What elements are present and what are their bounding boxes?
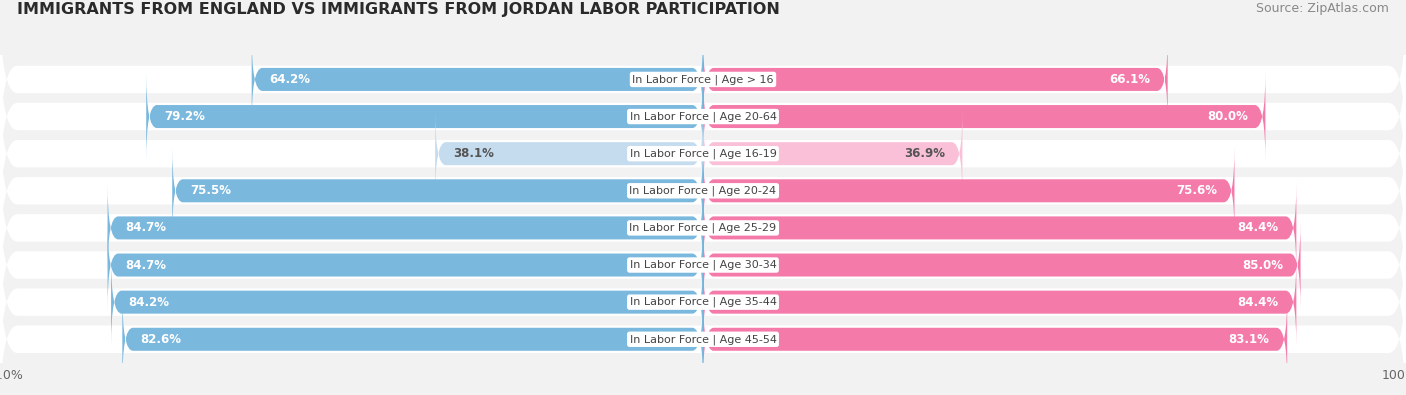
Text: 79.2%: 79.2% <box>163 110 205 123</box>
Text: 84.7%: 84.7% <box>125 222 166 234</box>
Text: 84.2%: 84.2% <box>129 295 170 308</box>
FancyBboxPatch shape <box>111 258 703 346</box>
FancyBboxPatch shape <box>0 38 1406 196</box>
FancyBboxPatch shape <box>703 72 1265 161</box>
Text: In Labor Force | Age 25-29: In Labor Force | Age 25-29 <box>630 223 776 233</box>
FancyBboxPatch shape <box>107 184 703 272</box>
FancyBboxPatch shape <box>703 109 962 198</box>
Text: 84.4%: 84.4% <box>1237 222 1279 234</box>
FancyBboxPatch shape <box>0 149 1406 307</box>
FancyBboxPatch shape <box>173 147 703 235</box>
FancyBboxPatch shape <box>252 35 703 124</box>
FancyBboxPatch shape <box>703 35 1167 124</box>
Text: 84.4%: 84.4% <box>1237 295 1279 308</box>
FancyBboxPatch shape <box>122 295 703 384</box>
Text: 84.7%: 84.7% <box>125 259 166 271</box>
Text: 75.6%: 75.6% <box>1175 184 1218 197</box>
Text: 82.6%: 82.6% <box>141 333 181 346</box>
Text: IMMIGRANTS FROM ENGLAND VS IMMIGRANTS FROM JORDAN LABOR PARTICIPATION: IMMIGRANTS FROM ENGLAND VS IMMIGRANTS FR… <box>17 2 780 17</box>
FancyBboxPatch shape <box>0 223 1406 381</box>
Text: 83.1%: 83.1% <box>1229 333 1270 346</box>
FancyBboxPatch shape <box>703 258 1296 346</box>
Text: In Labor Force | Age 45-54: In Labor Force | Age 45-54 <box>630 334 776 344</box>
Text: In Labor Force | Age 16-19: In Labor Force | Age 16-19 <box>630 149 776 159</box>
Text: In Labor Force | Age 30-34: In Labor Force | Age 30-34 <box>630 260 776 270</box>
FancyBboxPatch shape <box>703 221 1301 309</box>
Text: 80.0%: 80.0% <box>1206 110 1249 123</box>
Text: In Labor Force | Age > 16: In Labor Force | Age > 16 <box>633 74 773 85</box>
Text: In Labor Force | Age 20-64: In Labor Force | Age 20-64 <box>630 111 776 122</box>
Text: 75.5%: 75.5% <box>190 184 231 197</box>
FancyBboxPatch shape <box>703 184 1296 272</box>
FancyBboxPatch shape <box>703 147 1234 235</box>
Text: 38.1%: 38.1% <box>453 147 494 160</box>
FancyBboxPatch shape <box>0 112 1406 270</box>
FancyBboxPatch shape <box>0 75 1406 233</box>
Text: 66.1%: 66.1% <box>1109 73 1150 86</box>
FancyBboxPatch shape <box>0 260 1406 395</box>
Text: 36.9%: 36.9% <box>904 147 945 160</box>
FancyBboxPatch shape <box>703 295 1288 384</box>
FancyBboxPatch shape <box>0 186 1406 344</box>
FancyBboxPatch shape <box>436 109 703 198</box>
Text: In Labor Force | Age 20-24: In Labor Force | Age 20-24 <box>630 186 776 196</box>
FancyBboxPatch shape <box>146 72 703 161</box>
Text: Source: ZipAtlas.com: Source: ZipAtlas.com <box>1256 2 1389 15</box>
FancyBboxPatch shape <box>107 221 703 309</box>
Text: 85.0%: 85.0% <box>1241 259 1282 271</box>
Text: In Labor Force | Age 35-44: In Labor Force | Age 35-44 <box>630 297 776 307</box>
Text: 64.2%: 64.2% <box>269 73 311 86</box>
FancyBboxPatch shape <box>0 0 1406 158</box>
